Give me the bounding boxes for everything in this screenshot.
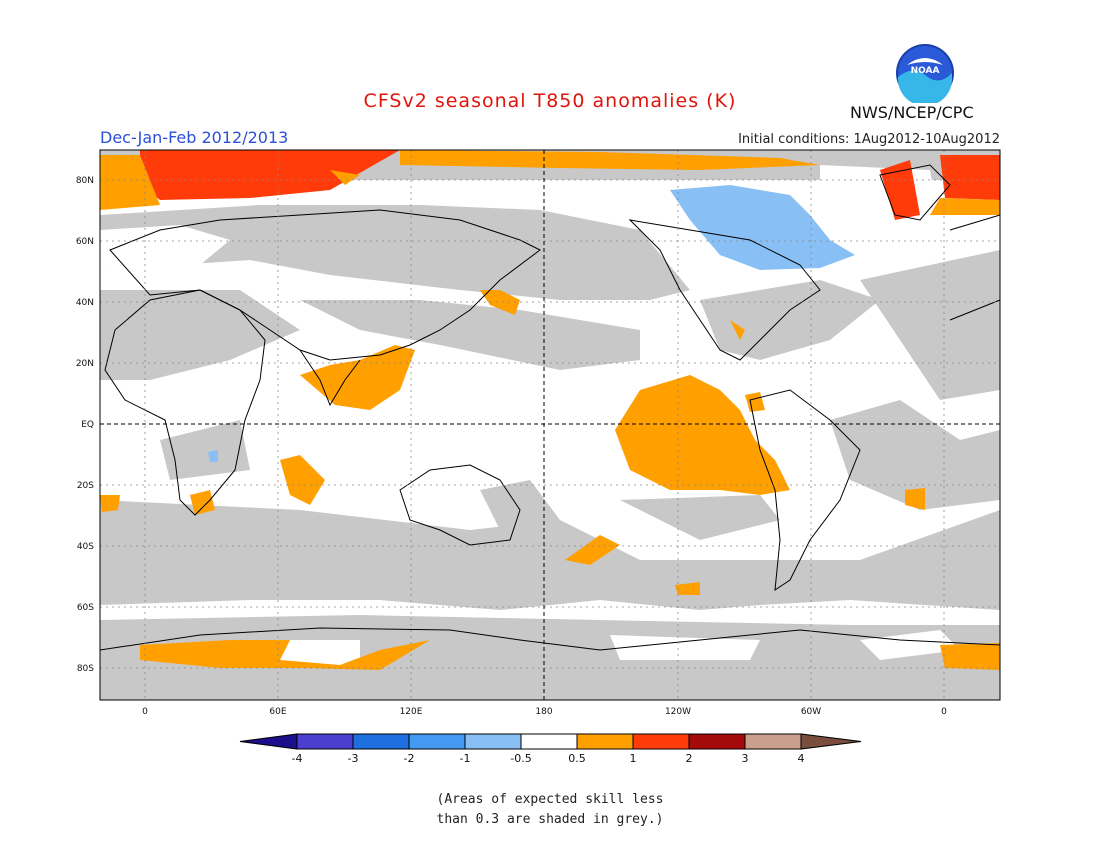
lat-label: 40N — [76, 298, 94, 308]
lon-label: 120E — [400, 707, 423, 717]
equator-dateline — [100, 150, 1000, 700]
colorbar-tick-label: 4 — [798, 752, 805, 765]
warm-05-1-areas — [100, 150, 1000, 670]
latitude-labels: 80N 60N 40N 20N EQ 20S 40S 60S 80S — [76, 176, 94, 674]
logo-text: NOAA — [911, 66, 940, 76]
colorbar-tick-label: 0.5 — [568, 752, 586, 765]
colorbar-segment — [408, 733, 466, 750]
colorbar-segment — [352, 733, 410, 750]
lat-label: 80N — [76, 176, 94, 186]
agency-label: NWS/NCEP/CPC — [850, 103, 974, 122]
colorbar-segment — [464, 733, 522, 750]
map-title: CFSv2 seasonal T850 anomalies (K) — [363, 90, 737, 112]
longitude-labels: 0 60E 120E 180 120W 60W 0 — [142, 707, 947, 717]
lat-label: EQ — [81, 420, 94, 430]
warm-1-2-areas — [140, 150, 1000, 220]
lat-label: 20N — [76, 359, 94, 369]
skill-note: (Areas of expected skill less than 0.3 a… — [0, 790, 1100, 830]
skill-note-line: than 0.3 are shaded in grey.) — [436, 812, 664, 827]
noaa-logo: NOAA — [896, 44, 954, 103]
white-patches — [100, 165, 960, 665]
season-label: Dec-Jan-Feb 2012/2013 — [100, 128, 289, 147]
colorbar-tick-label: -3 — [348, 752, 359, 765]
colorbar-tick-label: 1 — [630, 752, 637, 765]
map-plot — [99, 149, 1001, 701]
colorbar-arrow-high — [800, 733, 862, 750]
lon-label: 120W — [665, 707, 691, 717]
colorbar-arrow-low — [239, 733, 298, 750]
colorbar-tick-label: -4 — [292, 752, 303, 765]
lon-label: 0 — [941, 707, 947, 717]
lat-label: 80S — [77, 664, 94, 674]
colorbar-segment — [632, 733, 690, 750]
lon-label: 180 — [535, 707, 552, 717]
colorbar-tick-label: -2 — [404, 752, 415, 765]
lon-label: 60W — [801, 707, 821, 717]
lat-label: 40S — [77, 542, 94, 552]
colorbar-segment — [688, 733, 746, 750]
lat-label: 60N — [76, 237, 94, 247]
lon-label: 0 — [142, 707, 148, 717]
colorbar-segment — [520, 733, 578, 750]
gridlines — [100, 150, 1000, 700]
skill-note-line: (Areas of expected skill less — [436, 792, 664, 807]
lat-label: 20S — [77, 481, 94, 491]
colorbar-segment — [296, 733, 354, 750]
cool-05-1-areas — [208, 185, 855, 462]
initial-conditions-label: Initial conditions: 1Aug2012-10Aug2012 — [738, 132, 1000, 147]
colorbar-tick-label: 3 — [742, 752, 749, 765]
colorbar-tick-label: -1 — [460, 752, 471, 765]
colorbar-tick-label: 2 — [686, 752, 693, 765]
lon-label: 60E — [269, 707, 286, 717]
colorbar-segment — [576, 733, 634, 750]
colorbar-tick-label: -0.5 — [510, 752, 531, 765]
colorbar: -4 -3 -2 -1 -0.5 0.5 1 2 3 4 — [239, 733, 862, 765]
lat-label: 60S — [77, 603, 94, 613]
colorbar-segment — [744, 733, 802, 750]
